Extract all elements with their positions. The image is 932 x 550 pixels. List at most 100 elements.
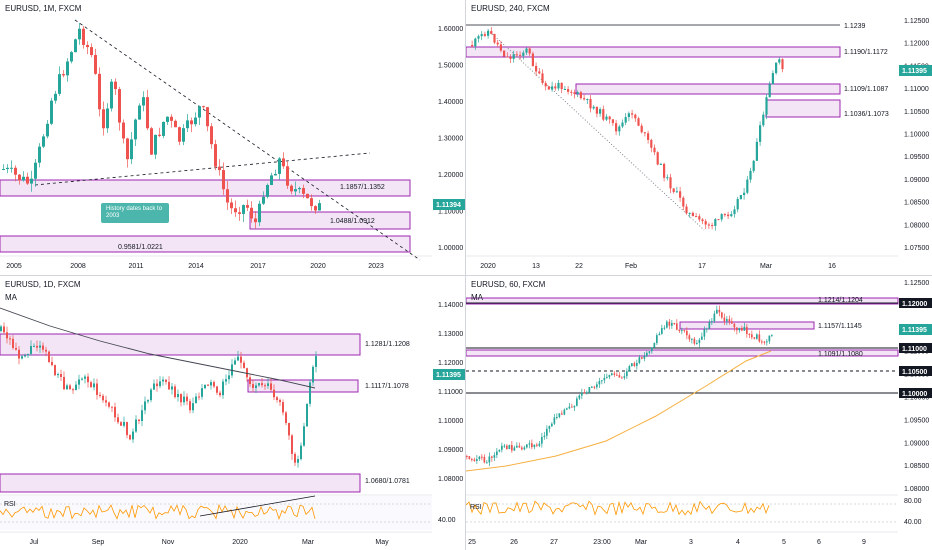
- candle-body: [214, 144, 217, 167]
- candle-body: [27, 353, 29, 356]
- candle-body: [628, 366, 631, 372]
- chart-pane-4h[interactable]: EURUSD, 240, FXCM 1.1239 1.1190/1.1172 1…: [466, 0, 932, 275]
- candle-body: [743, 192, 746, 195]
- candle-body: [165, 379, 167, 382]
- level-tag-label: 1.10000: [902, 391, 927, 398]
- candle-body: [563, 89, 566, 91]
- candle-body: [483, 456, 486, 463]
- candle-body: [141, 410, 143, 421]
- candle-body: [730, 214, 733, 217]
- candle-body: [114, 81, 117, 90]
- chart-canvas[interactable]: 1.1214/1.1204 1.1157/1.1145 1.1091/1.108…: [466, 276, 932, 550]
- candle-body: [541, 73, 544, 84]
- candle-body: [210, 382, 212, 386]
- zone-label: 1.1190/1.1172: [844, 49, 888, 56]
- candle-body: [81, 378, 83, 380]
- candle-body: [668, 321, 671, 326]
- candle-body: [685, 206, 688, 214]
- candle-body: [50, 100, 53, 124]
- candle-body: [538, 71, 541, 74]
- candle-body: [258, 383, 260, 386]
- candle-body: [570, 91, 573, 93]
- candle-body: [60, 374, 62, 378]
- candle-body: [26, 176, 29, 184]
- candle-body: [144, 401, 146, 411]
- rsi-tick: 80.00: [904, 498, 922, 505]
- candle-body: [154, 134, 157, 155]
- candle-body: [9, 338, 11, 340]
- ma-indicator-label[interactable]: MA: [471, 293, 483, 302]
- y-axis-tick: 1.09500: [904, 154, 929, 161]
- zone-rect: [575, 83, 841, 95]
- candle-body: [54, 365, 56, 376]
- candle-body: [516, 445, 518, 448]
- candle-body: [733, 209, 736, 215]
- candle-body: [147, 400, 149, 402]
- candle-body: [474, 38, 477, 47]
- candle-body: [206, 107, 209, 127]
- candle-body: [468, 456, 471, 459]
- candle-body: [526, 444, 528, 448]
- candle-body: [0, 326, 2, 331]
- chart-canvas[interactable]: 1.1857/1.1352 1.0488/1.0912 0.9581/1.022…: [0, 0, 465, 275]
- candle-body: [676, 323, 678, 330]
- symbol-title[interactable]: EURUSD, 60, FXCM: [471, 280, 546, 289]
- candle-body: [198, 106, 201, 118]
- candle-body: [496, 451, 498, 456]
- candle-body: [285, 412, 287, 424]
- symbol-title[interactable]: EURUSD, 1D, FXCM: [5, 280, 81, 289]
- candle-body: [713, 313, 716, 322]
- candle-body: [650, 139, 653, 148]
- candle-body: [704, 221, 707, 225]
- price-tag: [899, 65, 932, 76]
- candle-body: [707, 224, 710, 226]
- candle-body: [515, 54, 518, 56]
- history-callout[interactable]: History dates back to 2003: [101, 203, 169, 223]
- symbol-title[interactable]: EURUSD, 240, FXCM: [471, 4, 550, 13]
- zone-rect: [765, 99, 841, 118]
- candle-body: [765, 97, 768, 115]
- candle-body: [592, 106, 595, 109]
- zone-rect: [466, 46, 841, 58]
- x-axis-tick: 2020: [310, 263, 326, 270]
- x-axis-tick: 27: [550, 539, 558, 546]
- candle-body: [571, 406, 573, 408]
- candle-body: [688, 335, 691, 340]
- ma-indicator-label[interactable]: MA: [5, 293, 17, 302]
- chart-canvas[interactable]: 1.1239 1.1190/1.1172 1.1109/1.1087 1.103…: [466, 0, 932, 275]
- candle-body: [718, 309, 721, 313]
- chart-pane-1h[interactable]: EURUSD, 60, FXCM MA 1.1214/1.1204 1.1157…: [466, 276, 932, 550]
- candle-body: [618, 126, 621, 132]
- candle-body: [18, 349, 20, 359]
- candle-body: [3, 326, 5, 333]
- candle-body: [189, 401, 191, 411]
- candle-body: [673, 323, 676, 325]
- candle-body: [14, 167, 17, 175]
- symbol-title[interactable]: EURUSD, 1M, FXCM: [5, 4, 82, 13]
- x-axis-tick: 13: [532, 263, 540, 270]
- candle-body: [544, 83, 547, 87]
- candle-body: [310, 198, 313, 207]
- candle-body: [758, 334, 761, 342]
- candle-body: [631, 363, 633, 367]
- candle-body: [118, 89, 121, 123]
- horizontal-divider[interactable]: [0, 275, 932, 276]
- candle-body: [42, 136, 45, 147]
- chart-pane-daily[interactable]: EURUSD, 1D, FXCM MA 1.1281/1.1208 1.1117…: [0, 276, 465, 550]
- candle-body: [641, 357, 643, 359]
- candle-body: [246, 368, 248, 378]
- y-axis-tick: 1.20000: [438, 172, 463, 179]
- zone-rect: [0, 179, 411, 197]
- candle-body: [659, 163, 662, 165]
- candle-body: [230, 202, 233, 209]
- moving-average-line: [466, 350, 772, 472]
- price-tag: [433, 199, 465, 210]
- candle-body: [477, 36, 480, 39]
- candle-body: [129, 435, 131, 440]
- chart-canvas[interactable]: 1.1281/1.1208 1.1117/1.1078 1.0680/1.078…: [0, 276, 465, 550]
- candle-body: [727, 214, 730, 217]
- candle-body: [171, 386, 173, 390]
- candle-body: [566, 408, 568, 410]
- candle-body: [703, 329, 706, 337]
- chart-pane-monthly[interactable]: EURUSD, 1M, FXCM 1.1857/1.1352 1.0488/1.…: [0, 0, 465, 275]
